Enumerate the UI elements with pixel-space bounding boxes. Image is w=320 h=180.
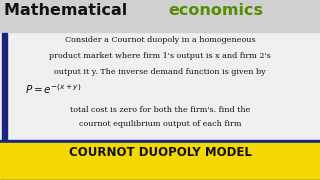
Text: Mathematical: Mathematical — [4, 3, 133, 18]
Text: Consider a Cournot duopoly in a homogeneous: Consider a Cournot duopoly in a homogene… — [65, 36, 255, 44]
Text: COURNOT DUOPOLY MODEL: COURNOT DUOPOLY MODEL — [68, 146, 252, 159]
Bar — [0, 143, 320, 180]
Bar — [0, 140, 320, 144]
Bar — [0, 0, 320, 32]
Text: economics: economics — [168, 3, 263, 18]
Text: output it y. The inverse demand function is given by: output it y. The inverse demand function… — [54, 68, 266, 76]
Bar — [2, 33, 7, 143]
Text: $P = e^{-(x+y)}$: $P = e^{-(x+y)}$ — [25, 82, 82, 96]
Text: cournot equilibrium output of each firm: cournot equilibrium output of each firm — [79, 120, 241, 128]
Text: total cost is zero for both the firm's. find the: total cost is zero for both the firm's. … — [70, 106, 250, 114]
Text: product market where firm 1's output is x and firm 2's: product market where firm 1's output is … — [49, 52, 271, 60]
